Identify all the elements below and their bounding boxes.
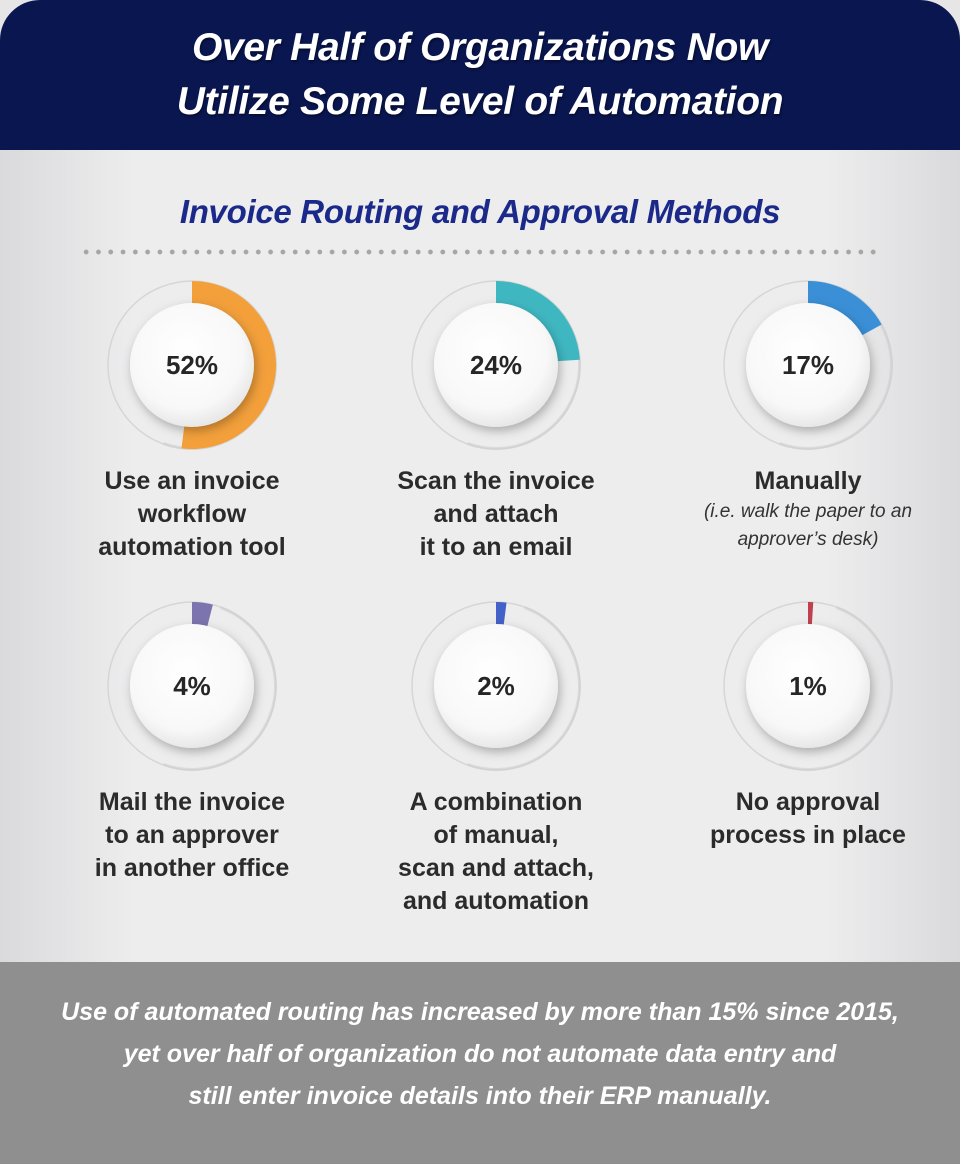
main-panel [0, 150, 960, 962]
category-label-6: No approval process in place [710, 788, 906, 849]
header-title-line-2: Utilize Some Level of Automation [176, 80, 784, 123]
donut-center [130, 624, 254, 748]
category-label-1: Use an invoice workflow automation tool [98, 467, 286, 561]
category-label-3: Manually (i.e. walk the paper to an appro… [663, 465, 953, 554]
footer-line-3: still enter invoice details into their E… [188, 1082, 772, 1110]
value-label: 1% [789, 671, 827, 701]
donut-1: 52% [107, 280, 277, 450]
value-arc [808, 281, 882, 340]
footer-line-1: Use of automated routing has increased b… [61, 998, 899, 1026]
category-label-4: Mail the invoice to an approver in anoth… [94, 788, 290, 882]
donut-2: 24% [411, 280, 581, 450]
value-label: 52% [166, 350, 218, 380]
donut-charts: 52% 24% 17% 4% 2% 1% [107, 280, 893, 771]
donut-center [130, 303, 254, 427]
category-label-5: A combination of manual, scan and attach… [398, 788, 594, 915]
donut-center [434, 624, 558, 748]
value-arc [181, 281, 276, 449]
donut-center [434, 303, 558, 427]
category-label-2: Scan the invoice and attach it to an ema… [397, 467, 595, 561]
value-label: 24% [470, 350, 522, 380]
donut-5: 2% [411, 601, 581, 771]
header-title-line-1: Over Half of Organizations Now [191, 26, 769, 69]
donut-center [746, 624, 870, 748]
header-banner: Over Half of Organizations Now Utilize S… [0, 0, 960, 150]
footer-banner: Use of automated routing has increased b… [0, 962, 960, 1164]
donut-3: 17% [723, 280, 893, 450]
donut-4: 4% [107, 601, 277, 771]
value-label: 17% [782, 350, 834, 380]
donut-6: 1% [723, 601, 893, 771]
footer-line-2: yet over half of organization do not aut… [123, 1040, 837, 1068]
value-label: 2% [477, 671, 515, 701]
value-label: 4% [173, 671, 211, 701]
category-note: (i.e. walk the paper to an approver’s de… [703, 501, 913, 550]
chart-title: Invoice Routing and Approval Methods [179, 193, 781, 230]
donut-center [746, 303, 870, 427]
dotted-divider [80, 249, 880, 255]
